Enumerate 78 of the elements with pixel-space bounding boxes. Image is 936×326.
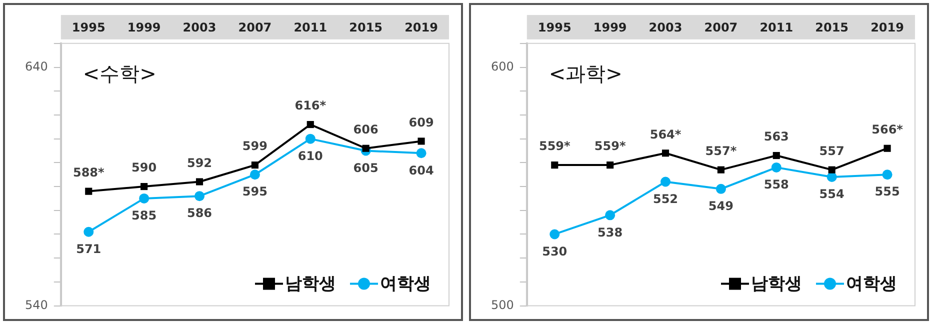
legend-label: 여학생 (380, 274, 431, 294)
x-tick-label: 2015 (815, 20, 849, 34)
data-label: 566* (872, 122, 904, 136)
point (882, 170, 892, 180)
data-label: 609 (408, 115, 434, 130)
x-tick-label: 2011 (294, 20, 328, 34)
x-tick-label: 2019 (870, 20, 904, 34)
x-tick-label: 2015 (349, 20, 383, 34)
legend-label: 남학생 (751, 274, 802, 294)
data-label: 557* (705, 144, 738, 158)
legend-label: 남학생 (285, 274, 336, 294)
legend-label: 여학생 (846, 274, 897, 294)
x-tick-label: 1999 (127, 20, 161, 34)
point (605, 210, 616, 220)
point (717, 166, 724, 174)
x-tick-label: 2007 (238, 20, 272, 34)
point (140, 182, 148, 190)
data-label: 559* (538, 139, 572, 154)
data-label: 605 (353, 160, 378, 175)
point (305, 134, 316, 144)
x-tick-label: 1995 (72, 20, 106, 34)
data-label: 571 (76, 242, 102, 256)
point (250, 170, 260, 180)
data-label: 538 (598, 225, 623, 240)
data-label: 592 (186, 156, 212, 170)
x-tick-label: 2003 (182, 20, 216, 34)
point (606, 162, 614, 169)
x-tick-label: 2007 (704, 20, 738, 34)
data-label: 599 (242, 139, 268, 154)
y-tick-label: 540 (25, 298, 48, 312)
point (771, 162, 782, 172)
point (416, 148, 426, 158)
data-label: 606 (353, 122, 378, 136)
point (306, 120, 314, 128)
data-label: 559* (594, 139, 626, 154)
data-label: 585 (132, 208, 157, 223)
data-label: 590 (132, 160, 157, 175)
point (84, 226, 94, 237)
data-label: 610 (298, 148, 323, 163)
point (551, 162, 558, 169)
data-label: 555 (874, 184, 900, 199)
x-tick-label: 2019 (404, 20, 438, 34)
y-tick-label: 640 (25, 59, 48, 74)
point (196, 178, 204, 186)
x-tick-label: 1999 (593, 20, 627, 34)
data-label: 588* (72, 165, 106, 180)
point (418, 138, 425, 145)
text: <수학> (82, 62, 156, 86)
y-tick-label: 500 (491, 298, 514, 312)
data-label: 564* (650, 127, 682, 142)
x-tick-label: 2003 (648, 20, 682, 34)
data-label: 558 (764, 178, 789, 192)
point (662, 150, 670, 157)
point (716, 184, 726, 194)
data-label: 616* (294, 98, 327, 113)
data-label: 595 (242, 184, 268, 199)
point (139, 193, 150, 204)
data-label: 552 (652, 192, 678, 206)
x-tick-label: 2011 (760, 20, 794, 34)
point (251, 162, 258, 169)
y-tick-label: 600 (491, 59, 514, 74)
data-label: 554 (819, 187, 844, 202)
text: <과학> (548, 62, 622, 86)
x-tick-label: 1995 (538, 20, 572, 34)
data-label: 530 (542, 244, 568, 258)
data-label: 563 (764, 130, 789, 144)
data-label: 604 (408, 163, 434, 178)
point (550, 229, 560, 240)
point (194, 191, 205, 202)
point (828, 166, 836, 174)
data-label: 586 (186, 206, 212, 220)
point (884, 144, 891, 152)
point (362, 144, 370, 152)
data-label: 549 (708, 199, 734, 214)
data-label: 557 (819, 144, 844, 158)
point (772, 152, 780, 160)
point (85, 188, 92, 195)
point (660, 176, 671, 187)
